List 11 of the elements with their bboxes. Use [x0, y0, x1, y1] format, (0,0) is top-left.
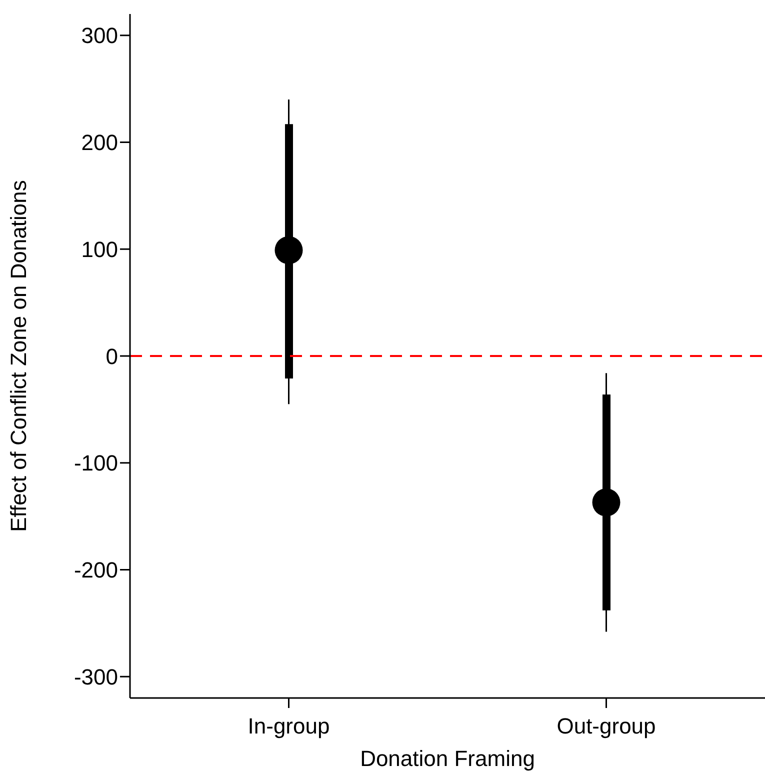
y-tick-label: -100	[74, 450, 118, 476]
y-tick-label: 100	[81, 236, 118, 262]
x-axis-title: Donation Framing	[360, 746, 535, 771]
y-tick-label: 200	[81, 130, 118, 156]
y-tick-label: -200	[74, 558, 118, 583]
y-tick-label: -300	[74, 664, 118, 690]
y-tick-label: 300	[81, 23, 118, 48]
y-tick-label: 0	[106, 344, 118, 369]
x-tick-label: Out-group	[556, 714, 656, 739]
y-axis-title: Effect of Conflict Zone on Donations	[6, 180, 31, 532]
x-tick-label: In-group	[248, 714, 330, 739]
